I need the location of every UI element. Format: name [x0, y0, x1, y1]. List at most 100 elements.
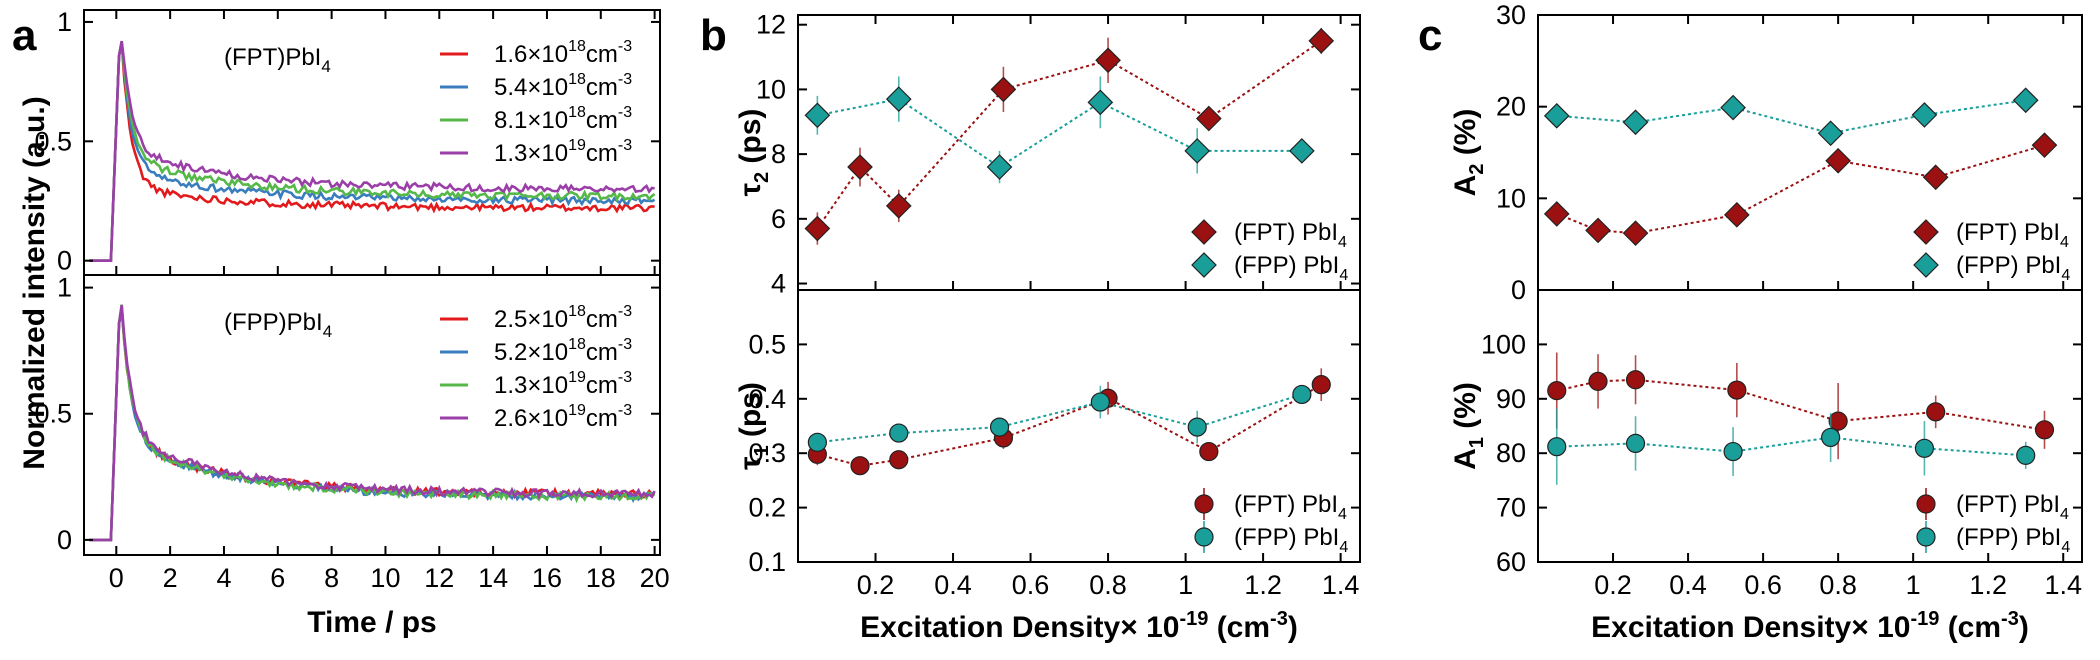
- x-tick-label: 0: [109, 563, 124, 593]
- text-part: 2: [751, 172, 773, 183]
- x-tick-label: 0.2: [1594, 570, 1632, 600]
- text-part: Excitation Density× 10: [860, 611, 1179, 644]
- legend-entry: (FPT) PbI4: [1234, 491, 1347, 523]
- data-point-circle: [1828, 411, 1848, 431]
- y-tick-label: 100: [1481, 329, 1526, 359]
- data-point-diamond: [1911, 102, 1938, 128]
- text-part: -3: [2001, 608, 2019, 630]
- x-tick-label: 2: [163, 563, 178, 593]
- data-point-circle: [889, 423, 909, 443]
- y-tick-label: 12: [756, 10, 786, 40]
- data-point-diamond: [986, 154, 1013, 180]
- x-tick-label: 12: [424, 563, 454, 593]
- y-tick-label: 10: [756, 74, 786, 104]
- data-point-circle: [850, 456, 870, 476]
- text-part: -19: [1910, 608, 1939, 630]
- text-part: cm: [586, 372, 618, 399]
- series-line-1: [817, 393, 1303, 444]
- decay-series-2: [89, 40, 656, 263]
- data-point-diamond: [1289, 138, 1315, 164]
- y-axis-label: A2 (%): [1449, 109, 1488, 197]
- data-point-diamond: [885, 193, 912, 219]
- data-point-diamond: [847, 154, 873, 180]
- data-point-circle: [1199, 441, 1219, 462]
- data-point-diamond: [1622, 109, 1649, 136]
- text-part: 1: [751, 445, 773, 456]
- x-tick-label: 10: [370, 563, 400, 593]
- text-part: -3: [618, 402, 632, 419]
- text-part: 19: [568, 369, 586, 386]
- text-part: 4: [2061, 267, 2070, 284]
- text-part: (ps): [734, 109, 767, 172]
- legend-entry: 2.6×1019cm-3: [494, 402, 632, 432]
- y-tick-label: 0.5: [748, 329, 786, 359]
- text-part: 1.3×10: [494, 372, 568, 399]
- text-part: 1.6×10: [494, 41, 568, 68]
- data-point-diamond: [1825, 147, 1851, 174]
- text-part: 8.1×10: [494, 107, 568, 134]
- data-point-circle: [1821, 427, 1841, 448]
- y-axis-label: τ2 (ps): [734, 109, 773, 197]
- y-tick-label: 1: [57, 273, 72, 303]
- text-part: (FPT) PbI: [1956, 219, 2060, 246]
- text-part: 1.3×10: [494, 140, 568, 167]
- text-part: 4: [1338, 506, 1347, 523]
- data-point-diamond: [2031, 132, 2058, 159]
- plot-frame-c-bottom: [1537, 289, 2083, 563]
- data-point-circle: [989, 417, 1010, 437]
- y-tick-label: 30: [1496, 0, 1526, 30]
- data-point-diamond: [1095, 47, 1121, 74]
- text-part: 2: [1466, 164, 1488, 175]
- y-tick-label: 90: [1496, 384, 1526, 414]
- legend-marker: [1191, 252, 1217, 278]
- data-point-diamond: [1720, 94, 1746, 121]
- text-part: (ps): [734, 382, 767, 445]
- text-part: 4: [1339, 267, 1348, 284]
- text-part: (FPT) PbI: [1234, 491, 1338, 518]
- data-point-diamond: [2012, 87, 2039, 114]
- text-part: 4: [321, 57, 330, 76]
- text-part: (FPP) PbI: [1234, 252, 1339, 279]
- data-point-diamond: [1723, 201, 1750, 228]
- data-point-circle: [2034, 420, 2055, 440]
- text-part: (FPP)PbI: [224, 309, 323, 336]
- y-axis-label: Normalized intensity (a.u.): [18, 96, 51, 469]
- y-tick-label: 60: [1496, 547, 1526, 577]
- panel-label-a: a: [12, 11, 37, 60]
- compound-label: (FPP)PbI4: [224, 309, 332, 341]
- data-point-diamond: [1922, 164, 1949, 191]
- legend-marker: [1194, 527, 1214, 547]
- y-tick-label: 0.1: [748, 547, 786, 577]
- decay-series-3: [89, 305, 656, 542]
- text-part: 18: [568, 104, 586, 121]
- plot-frame-c-top: [1537, 14, 2083, 291]
- text-part: 4: [2060, 506, 2069, 523]
- y-tick-label: 80: [1496, 438, 1526, 468]
- legend-marker: [1916, 494, 1936, 514]
- panel-label-b: b: [700, 11, 727, 60]
- panel-label-c: c: [1418, 11, 1442, 60]
- data-point-circle: [1292, 384, 1312, 405]
- data-point-circle: [1723, 441, 1743, 462]
- y-tick-label: 20: [1496, 92, 1526, 122]
- x-tick-label: 18: [586, 563, 616, 593]
- data-point-diamond: [1195, 105, 1222, 132]
- legend-entry: (FPP) PbI4: [1234, 252, 1348, 284]
- data-point-circle: [1926, 402, 1946, 422]
- data-point-diamond: [1184, 138, 1211, 164]
- data-point-circle: [1187, 417, 1207, 437]
- text-part: -3: [618, 137, 632, 154]
- series-line-1: [1556, 436, 2026, 457]
- text-part: (FPT) PbI: [1956, 491, 2060, 518]
- legend-marker: [1916, 527, 1936, 547]
- data-point-diamond: [1585, 217, 1611, 244]
- x-tick-label: 1.2: [1244, 570, 1282, 600]
- data-point-circle: [1588, 371, 1608, 391]
- data-point-diamond: [1087, 89, 1114, 116]
- text-part: (FPP) PbI: [1234, 524, 1339, 551]
- y-tick-label: 6: [771, 204, 786, 234]
- data-point-diamond: [1308, 28, 1335, 54]
- text-part: 19: [568, 137, 586, 154]
- data-point-diamond: [804, 215, 831, 242]
- text-part: -3: [618, 104, 632, 121]
